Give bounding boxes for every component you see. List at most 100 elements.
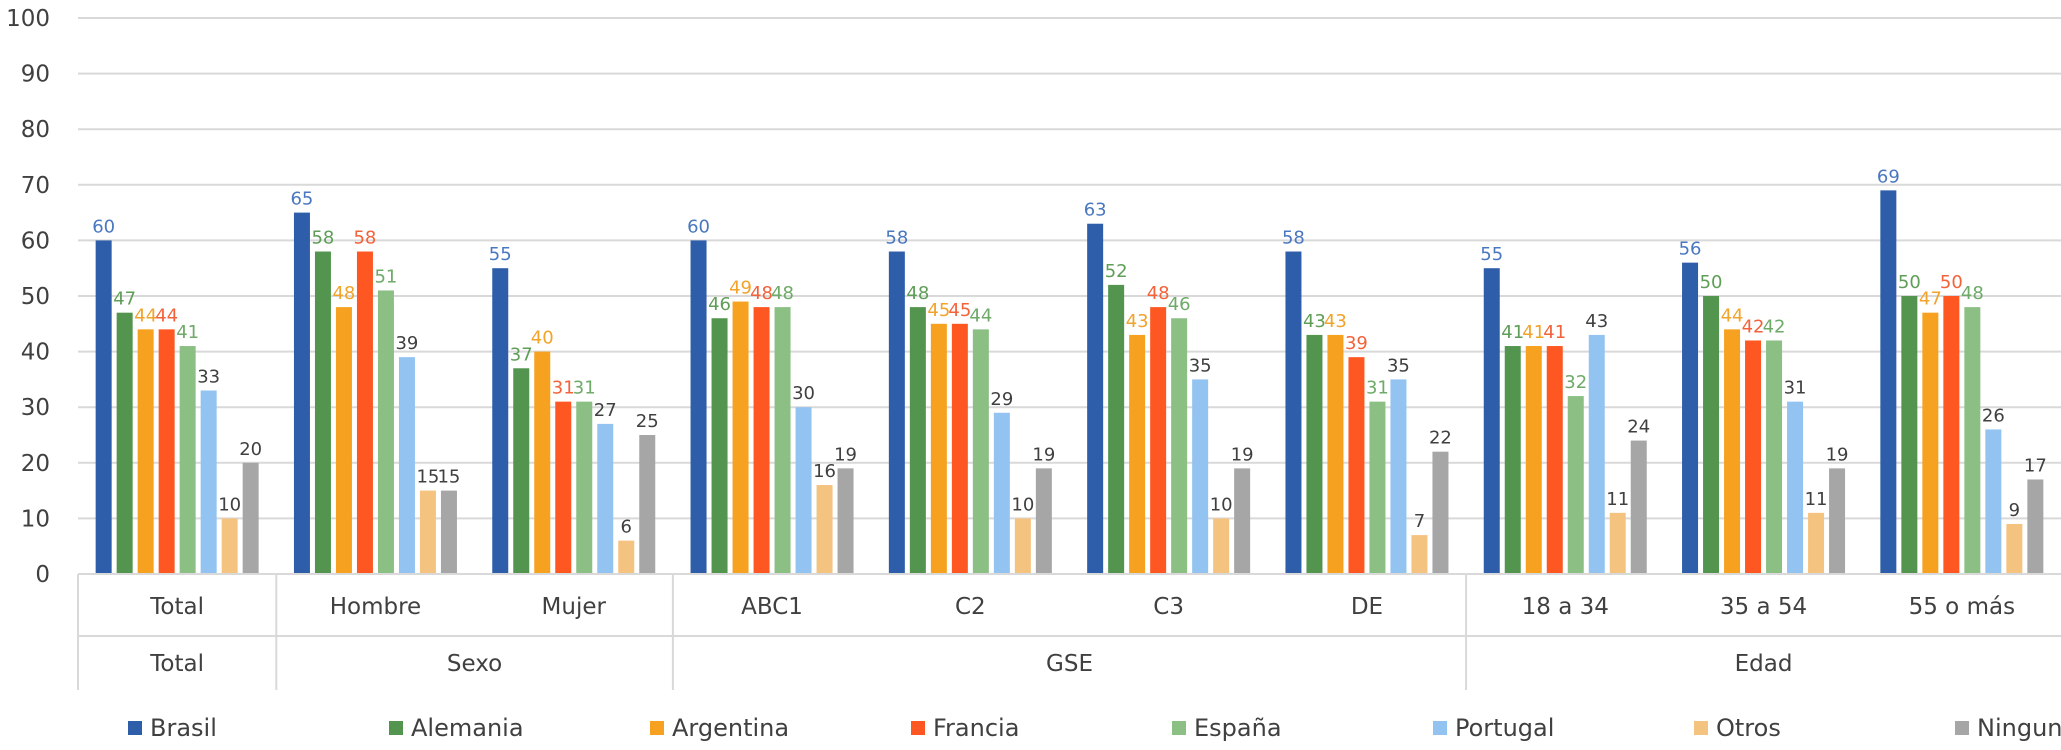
- y-tick-label: 80: [21, 117, 50, 143]
- data-label: 60: [687, 216, 710, 237]
- data-label: 48: [750, 283, 773, 304]
- data-label: 11: [1805, 489, 1828, 510]
- data-label: 41: [1522, 322, 1545, 343]
- data-label: 19: [1826, 444, 1849, 465]
- bar: [221, 518, 238, 574]
- x-group-label: Total: [149, 651, 204, 677]
- y-tick-label: 70: [21, 173, 50, 199]
- data-label: 48: [1147, 283, 1170, 304]
- bar: [576, 401, 593, 574]
- data-label: 47: [113, 289, 136, 310]
- bar: [1369, 401, 1386, 574]
- bar: [1390, 379, 1407, 574]
- bar: [1609, 512, 1626, 574]
- bar: [1922, 312, 1939, 574]
- x-group-label: GSE: [1046, 651, 1093, 677]
- data-label: 31: [1366, 378, 1389, 399]
- data-label: 50: [1700, 272, 1723, 293]
- bar: [1964, 307, 1981, 574]
- data-label: 46: [708, 294, 731, 315]
- legend-label: Francia: [933, 714, 1019, 742]
- data-label: 43: [1303, 311, 1326, 332]
- legend-swatch: [128, 721, 142, 735]
- data-label: 22: [1429, 428, 1452, 449]
- data-label: 46: [1168, 294, 1191, 315]
- data-label: 39: [395, 333, 418, 354]
- bar: [1703, 296, 1720, 574]
- bar: [711, 318, 728, 574]
- x-category-label: C2: [955, 594, 986, 620]
- data-label: 20: [239, 439, 262, 460]
- data-label: 30: [792, 383, 815, 404]
- bar: [1483, 268, 1500, 574]
- bar: [1306, 334, 1323, 574]
- data-label: 40: [531, 328, 554, 349]
- data-label: 31: [573, 378, 596, 399]
- data-label: 6: [621, 517, 632, 538]
- legend-label: Brasil: [150, 714, 217, 742]
- bar: [492, 268, 509, 574]
- bar: [1630, 440, 1647, 574]
- bar: [1129, 334, 1146, 574]
- legend-swatch: [1694, 721, 1708, 735]
- x-category-label: 35 a 54: [1720, 594, 1807, 620]
- data-label: 33: [197, 367, 220, 388]
- legend-label: Ninguno: [1977, 714, 2061, 742]
- data-label: 35: [1189, 355, 1212, 376]
- bar: [1901, 296, 1918, 574]
- y-tick-label: 0: [35, 562, 50, 588]
- data-label: 10: [218, 494, 241, 515]
- data-label: 7: [1414, 511, 1425, 532]
- bar: [1745, 340, 1762, 574]
- data-label: 48: [771, 283, 794, 304]
- y-tick-label: 50: [21, 284, 50, 310]
- data-label: 17: [2024, 455, 2047, 476]
- bar: [888, 251, 905, 574]
- legend-label: Alemania: [411, 714, 524, 742]
- legend-label: España: [1194, 714, 1282, 742]
- y-tick-label: 30: [21, 395, 50, 421]
- bar: [158, 329, 175, 574]
- bar: [1234, 468, 1251, 574]
- data-label: 58: [353, 228, 376, 249]
- bar: [909, 307, 926, 574]
- bar: [1432, 451, 1449, 574]
- data-label: 48: [1961, 283, 1984, 304]
- bar: [1171, 318, 1188, 574]
- data-label: 41: [176, 322, 199, 343]
- data-label: 44: [155, 305, 178, 326]
- bar: [753, 307, 770, 574]
- bar: [1087, 223, 1104, 574]
- legend-label: Argentina: [672, 714, 789, 742]
- data-label: 58: [885, 228, 908, 249]
- bar: [1035, 468, 1052, 574]
- bar: [1829, 468, 1846, 574]
- data-label: 39: [1345, 333, 1368, 354]
- x-category-label: Total: [149, 594, 204, 620]
- bar: [1546, 346, 1563, 574]
- x-category-label: Hombre: [330, 594, 421, 620]
- bar: [314, 251, 331, 574]
- data-label: 44: [969, 305, 992, 326]
- data-label: 19: [1231, 444, 1254, 465]
- bar: [639, 435, 656, 574]
- data-label: 63: [1084, 200, 1107, 221]
- bar: [137, 329, 154, 574]
- data-label: 45: [948, 300, 971, 321]
- bar: [930, 323, 947, 574]
- bar: [1787, 401, 1804, 574]
- bar: [513, 368, 530, 574]
- bar: [1285, 251, 1302, 574]
- data-label: 52: [1105, 261, 1128, 282]
- bar: [1567, 396, 1584, 574]
- bar: [1411, 535, 1428, 574]
- data-label: 43: [1126, 311, 1149, 332]
- data-label: 55: [1480, 244, 1503, 265]
- bar: [1525, 346, 1542, 574]
- legend-swatch: [911, 721, 925, 735]
- bar: [1150, 307, 1167, 574]
- bar: [356, 251, 373, 574]
- x-category-label: DE: [1351, 594, 1383, 620]
- data-label: 25: [636, 411, 659, 432]
